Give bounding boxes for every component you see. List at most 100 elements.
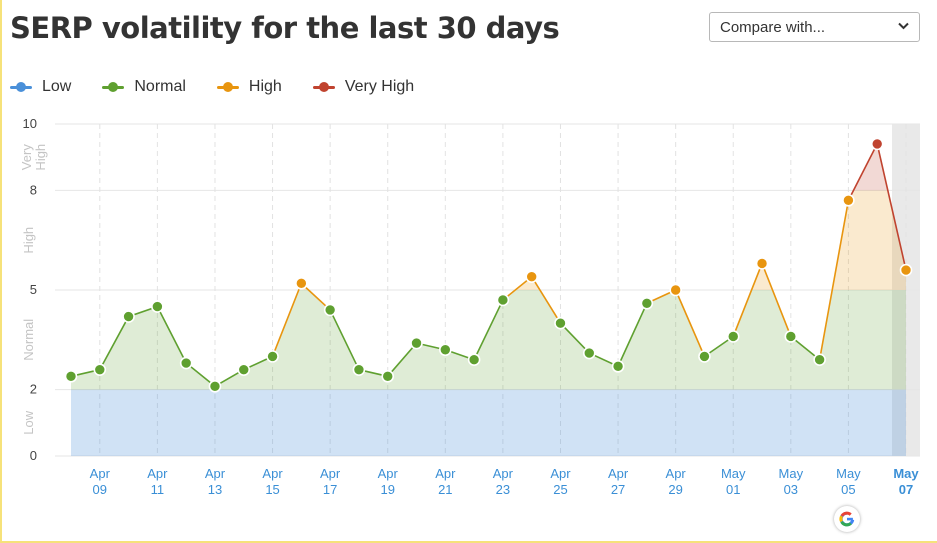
band-normal-area [71,290,906,390]
y-tick-label: 2 [30,382,37,397]
band-label: Very [19,144,34,171]
y-tick-label: 10 [23,116,37,131]
series-line-segment [531,276,562,324]
google-update-marker[interactable] [834,506,860,532]
series-line-segment [99,316,130,371]
x-tick-label: 05 [841,482,855,497]
legend-label: Low [42,78,72,95]
series-line-segment [674,289,706,357]
data-point[interactable] [122,310,135,323]
data-point[interactable] [93,363,107,376]
x-tick-label: May [893,466,919,481]
chevron-down-icon [898,22,909,30]
x-tick-label: 13 [208,482,222,497]
band-high-area [71,190,906,290]
band-label: Normal [21,319,36,361]
series-line-segment [617,302,648,367]
legend-item-high[interactable]: High [216,78,282,96]
x-tick-label: 21 [438,482,452,497]
data-point[interactable] [151,300,164,313]
data-point[interactable] [410,336,423,350]
band-label: High [33,144,48,171]
series-line-segment [732,263,763,337]
x-tick-label: Apr [435,466,456,481]
y-tick-label: 5 [30,282,37,297]
x-tick-label: 23 [496,482,510,497]
data-point[interactable] [381,370,395,383]
x-tick-label: Apr [147,466,168,481]
x-tick-label: 27 [611,482,625,497]
series-line-segment [329,309,360,371]
x-tick-label: 03 [784,482,798,497]
data-point[interactable] [813,353,826,367]
x-tick-label: 09 [93,482,107,497]
legend-item-very-high[interactable]: Very High [312,78,415,96]
data-point[interactable] [439,343,452,357]
data-point[interactable] [496,293,510,307]
x-tick-label: 15 [265,482,279,497]
data-point[interactable] [755,257,769,270]
data-point[interactable] [582,346,596,360]
data-point[interactable] [179,356,193,370]
legend-marker-icon [216,80,239,94]
x-tick-label: 25 [553,482,567,497]
x-tick-label: 11 [151,482,165,497]
compare-with-label: Compare with... [720,19,826,36]
x-tick-label: May [721,466,746,481]
data-point[interactable] [669,283,682,297]
data-point[interactable] [899,263,913,277]
page-title: SERP volatility for the last 30 days [10,11,560,45]
x-tick-label: May [836,466,861,481]
data-point[interactable] [611,360,625,373]
data-point[interactable] [237,363,251,376]
legend-label: Very High [344,78,415,95]
data-point[interactable] [467,353,481,367]
compare-with-dropdown[interactable]: Compare with... [709,12,920,42]
legend-label: High [248,78,282,95]
x-tick-label: May [779,466,804,481]
x-tick-label: Apr [90,466,111,481]
legend-marker-icon [10,80,32,94]
data-point[interactable] [295,277,308,290]
data-point[interactable] [870,137,884,151]
data-point[interactable] [208,379,222,393]
series-line-segment [300,282,331,311]
data-point[interactable] [64,370,78,383]
google-icon [839,511,855,527]
x-tick-label: Apr [320,466,341,481]
series-line-segment [761,263,792,337]
band-label: High [21,227,36,254]
legend-item-normal[interactable]: Normal [102,78,186,96]
data-point[interactable] [554,316,567,330]
series-line-segment [876,143,907,271]
band-very-high-area [71,143,906,191]
y-tick-label: 0 [30,448,37,463]
data-point[interactable] [352,363,366,376]
series-line-segment [847,143,878,201]
x-tick-label: 29 [668,482,682,497]
x-tick-label: 07 [899,482,913,497]
legend-item-low[interactable]: Low [10,78,71,96]
data-point[interactable] [698,350,711,363]
x-tick-label: Apr [666,466,687,481]
band-label: Low [21,410,36,434]
band-low-area [71,389,906,456]
data-point[interactable] [323,303,337,317]
data-point[interactable] [640,296,654,310]
x-tick-label: Apr [205,466,226,481]
data-point[interactable] [525,270,538,284]
frame-edge-bottom [0,541,937,543]
data-point[interactable] [784,330,798,343]
data-point[interactable] [726,330,740,343]
series-line-segment [818,200,850,360]
data-point[interactable] [842,194,855,207]
legend-marker-icon [102,80,125,94]
x-tick-label: 17 [323,482,337,497]
x-tick-label: Apr [608,466,629,481]
series-line-segment [156,306,187,364]
x-tick-label: Apr [493,466,514,481]
frame-edge-left [0,0,2,543]
data-point[interactable] [266,350,279,363]
x-tick-label: 19 [380,482,394,497]
